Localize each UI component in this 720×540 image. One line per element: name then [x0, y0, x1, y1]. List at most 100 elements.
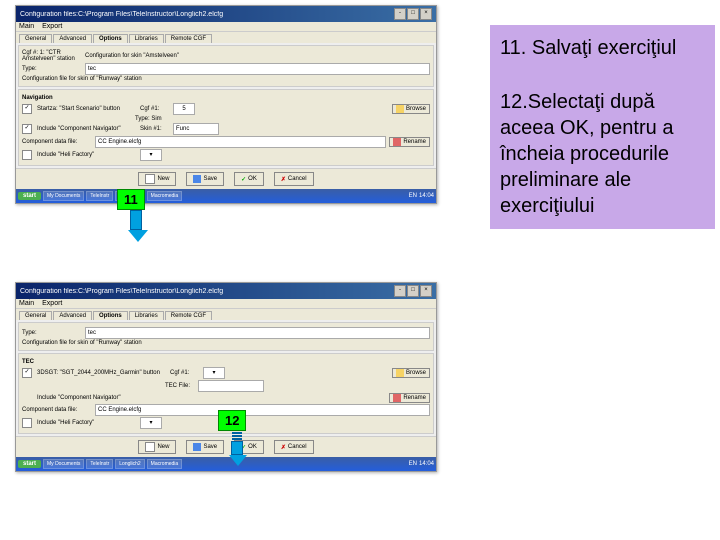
type-input[interactable]: tec — [85, 63, 430, 75]
save-button-2[interactable]: Save — [186, 440, 224, 454]
rwy-label: Configuration file for skin of "Runway" … — [22, 76, 142, 82]
maximize-button[interactable]: □ — [407, 8, 419, 20]
taskbar-item-4b[interactable]: Macromedia — [147, 459, 183, 469]
taskbar-2: start My Documents TeleInstr Longlich2 M… — [16, 457, 436, 471]
cc-engine-input[interactable]: CC Engine.elcfg — [95, 136, 386, 148]
config-panel: Cgf #: 1: "CTR Amstelveen" station Confi… — [18, 45, 434, 87]
tab-remote-2[interactable]: Remote CGF — [165, 311, 212, 320]
cancel-button[interactable]: ✗Cancel — [274, 172, 314, 186]
tab-options-2[interactable]: Options — [93, 311, 128, 320]
cgf1-label-2: Cgf #1: — [170, 370, 200, 376]
taskbar-item-2[interactable]: TeleInstr — [86, 191, 113, 201]
close-button-2[interactable]: × — [420, 285, 432, 297]
taskbar-item-3b[interactable]: Longlich2 — [115, 459, 144, 469]
save-icon-2 — [193, 443, 201, 451]
menu-export[interactable]: Export — [42, 23, 62, 30]
navigation-panel: Navigation ✓ Startza: "Start Scenario" b… — [18, 89, 434, 166]
bottom-bar: New Save ✓OK ✗Cancel — [16, 168, 436, 189]
new-button[interactable]: New — [138, 172, 176, 186]
tabs: General Advanced Options Libraries Remot… — [16, 32, 436, 43]
include-nav-label: Include "Component Navigator" — [37, 126, 137, 132]
include-heli-label-2: Include "Heli Factory" — [37, 420, 137, 426]
lang-indicator-2[interactable]: EN — [409, 461, 417, 467]
save-button[interactable]: Save — [186, 172, 224, 186]
lang-indicator[interactable]: EN — [409, 193, 417, 199]
heli-dropdown-2[interactable]: ▾ — [140, 417, 162, 429]
start-scenario-label: Startza: "Start Scenario" button — [37, 106, 137, 112]
tec-sgt-label: 3DSGT: "SGT_2044_200MHz_Garmin" button — [37, 370, 167, 376]
skin1-label: Skin #1: — [140, 126, 170, 132]
minimize-button-2[interactable]: - — [394, 285, 406, 297]
menu-main[interactable]: Main — [19, 23, 34, 30]
include-heli-checkbox-2[interactable] — [22, 418, 32, 428]
taskbar-item-1b[interactable]: My Documents — [43, 459, 84, 469]
tab-advanced-2[interactable]: Advanced — [53, 311, 92, 320]
tec-file-input[interactable] — [198, 380, 264, 392]
rename-icon-2 — [393, 394, 401, 402]
instruction-step-11: 11. Salvaţi exerciţiul — [500, 35, 705, 61]
heli-dropdown[interactable]: ▾ — [140, 149, 162, 161]
browse-button-2[interactable]: Browse — [392, 368, 430, 378]
tab-remote[interactable]: Remote CGF — [165, 34, 212, 43]
ok-button[interactable]: ✓OK — [234, 172, 264, 186]
menu-export-2[interactable]: Export — [42, 300, 62, 307]
start-button[interactable]: start — [18, 192, 41, 200]
folder-icon-2 — [396, 369, 404, 377]
titlebar: Configuration files:C:\Program Files\Tel… — [16, 6, 436, 22]
taskbar-item-2b[interactable]: TeleInstr — [86, 459, 113, 469]
clock-2: 14:04 — [419, 461, 434, 467]
tec-sgt-checkbox[interactable]: ✓ — [22, 368, 32, 378]
rwy-label-2: Configuration file for skin of "Runway" … — [22, 340, 142, 346]
close-button[interactable]: × — [420, 8, 432, 20]
tab-general-2[interactable]: General — [19, 311, 52, 320]
tab-libraries-2[interactable]: Libraries — [129, 311, 164, 320]
tec-title: TEC — [22, 359, 430, 365]
minimize-button[interactable]: - — [394, 8, 406, 20]
arrow-12 — [229, 432, 245, 466]
menubar-2: Main Export — [16, 299, 436, 309]
type-label: Type: — [22, 66, 82, 72]
cross-icon-2: ✗ — [281, 444, 286, 451]
bottom-bar-2: New Save ✓OK ✗Cancel — [16, 436, 436, 457]
callout-12: 12 — [218, 410, 246, 431]
menubar: Main Export — [16, 22, 436, 32]
include-heli-label: Include "Heli Factory" — [37, 152, 137, 158]
nav-title: Navigation — [22, 95, 430, 101]
tab-options[interactable]: Options — [93, 34, 128, 43]
taskbar-item-1[interactable]: My Documents — [43, 191, 84, 201]
include-heli-checkbox[interactable] — [22, 150, 32, 160]
tab-general[interactable]: General — [19, 34, 52, 43]
cancel-button-2[interactable]: ✗Cancel — [274, 440, 314, 454]
taskbar-item-4[interactable]: Macromedia — [147, 191, 183, 201]
cgf1-dropdown-2[interactable]: ▾ — [203, 367, 225, 379]
start-scenario-checkbox[interactable]: ✓ — [22, 104, 32, 114]
cc-engine-input-2[interactable]: CC Engine.elcfg — [95, 404, 430, 416]
instructions-panel: 11. Salvaţi exerciţiul 12.Selectaţi după… — [490, 25, 715, 229]
rename-button-2[interactable]: Rename — [389, 393, 430, 403]
cgf1-label: Cgf #1: — [140, 106, 170, 112]
arrow-11 — [128, 210, 144, 238]
menu-main-2[interactable]: Main — [19, 300, 34, 307]
include-nav-checkbox[interactable]: ✓ — [22, 124, 32, 134]
type-input-2[interactable]: tec — [85, 327, 430, 339]
maximize-button-2[interactable]: □ — [407, 285, 419, 297]
check-icon: ✓ — [241, 176, 246, 183]
component-hf-label-2: Component data file: — [22, 407, 92, 413]
type-label-2: Type: — [22, 330, 82, 336]
clock: 14:04 — [419, 193, 434, 199]
cgf-label: Cgf #: 1: "CTR Amstelveen" station — [22, 50, 82, 62]
new-button-2[interactable]: New — [138, 440, 176, 454]
folder-icon — [396, 105, 404, 113]
skin1-input[interactable]: Func — [173, 123, 219, 135]
cross-icon: ✗ — [281, 176, 286, 183]
tab-libraries[interactable]: Libraries — [129, 34, 164, 43]
new-icon — [145, 174, 155, 184]
browse-button-1[interactable]: Browse — [392, 104, 430, 114]
save-icon — [193, 175, 201, 183]
tab-advanced[interactable]: Advanced — [53, 34, 92, 43]
cgf1-dropdown[interactable]: 5 — [173, 103, 195, 115]
component-hf-label: Component data file: — [22, 139, 92, 145]
rename-button-1[interactable]: Rename — [389, 137, 430, 147]
start-button-2[interactable]: start — [18, 460, 41, 468]
type-sim-label: Type: Sim — [135, 116, 165, 122]
